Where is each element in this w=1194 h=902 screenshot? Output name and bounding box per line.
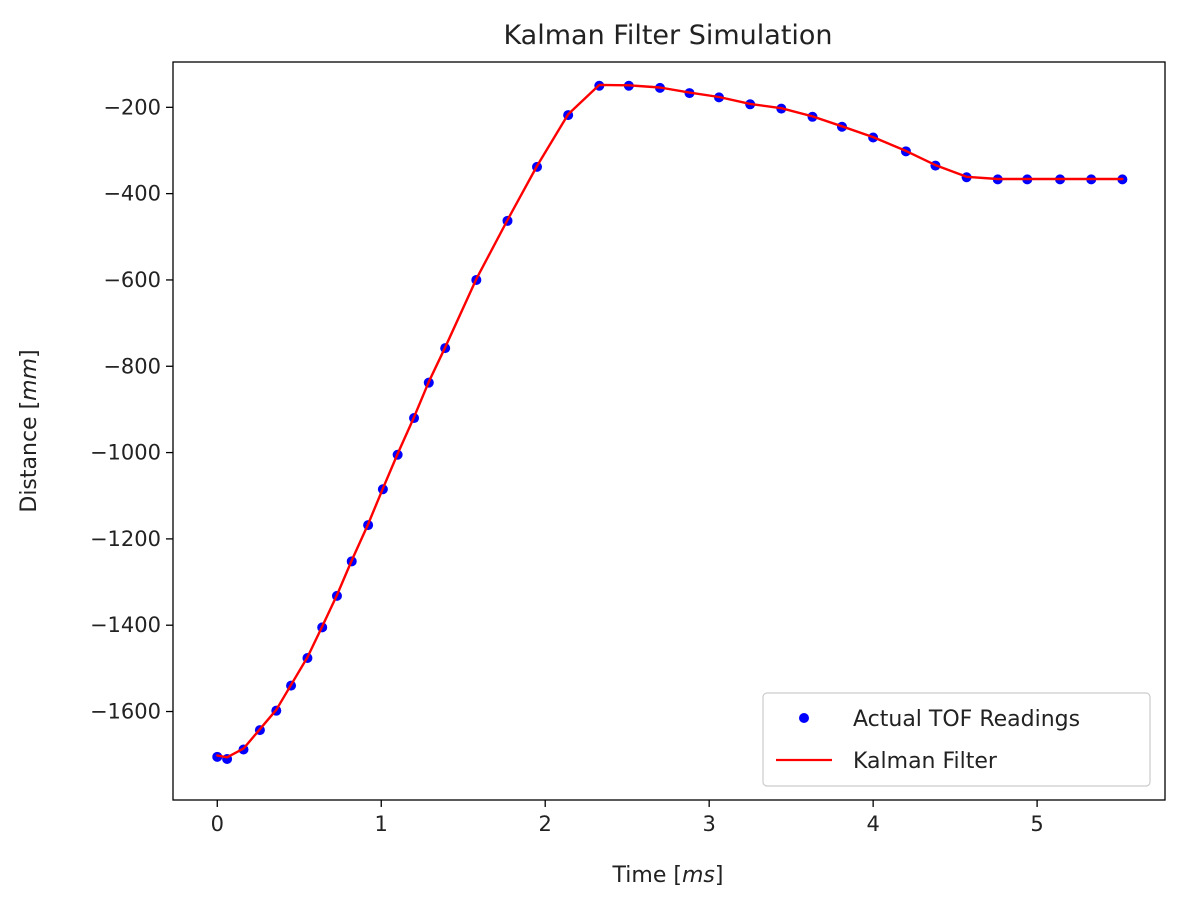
x-tick-label: 5 (1030, 812, 1043, 836)
x-tick-label: 3 (702, 812, 715, 836)
x-axis-label: Time [ms] (612, 863, 724, 888)
y-tick-label: −200 (103, 95, 161, 119)
tof-reading-point (212, 751, 223, 762)
legend-label-kalman-filter: Kalman Filter (853, 749, 998, 774)
y-tick-label: −1200 (90, 527, 161, 551)
x-tick-label: 2 (539, 812, 552, 836)
axes-frame (172, 61, 1166, 801)
y-tick-label: −1400 (90, 613, 161, 637)
y-tick-label: −1600 (90, 700, 161, 724)
y-tick-label: −1000 (90, 441, 161, 465)
plot-area (212, 80, 1128, 764)
y-tick-label: −600 (103, 268, 161, 292)
x-tick-label: 4 (866, 812, 879, 836)
y-tick-label: −800 (103, 354, 161, 378)
x-tick-label: 1 (375, 812, 388, 836)
x-tick-label: 0 (211, 812, 224, 836)
legend: Actual TOF Readings Kalman Filter (762, 692, 1151, 787)
kalman-filter-line (216, 83, 1124, 759)
legend-label-tof-readings: Actual TOF Readings (853, 707, 1080, 732)
chart-title: Kalman Filter Simulation (503, 20, 832, 51)
legend-frame (762, 692, 1151, 787)
y-axis-label: Distance [mm] (17, 349, 42, 512)
y-tick-label: −400 (103, 182, 161, 206)
legend-marker-tof-readings (799, 713, 809, 723)
axis-ticks: 0 1 2 3 4 5 −1600 −1400 −1200 −1000 −800 −600 −400 −2… (90, 95, 1044, 836)
